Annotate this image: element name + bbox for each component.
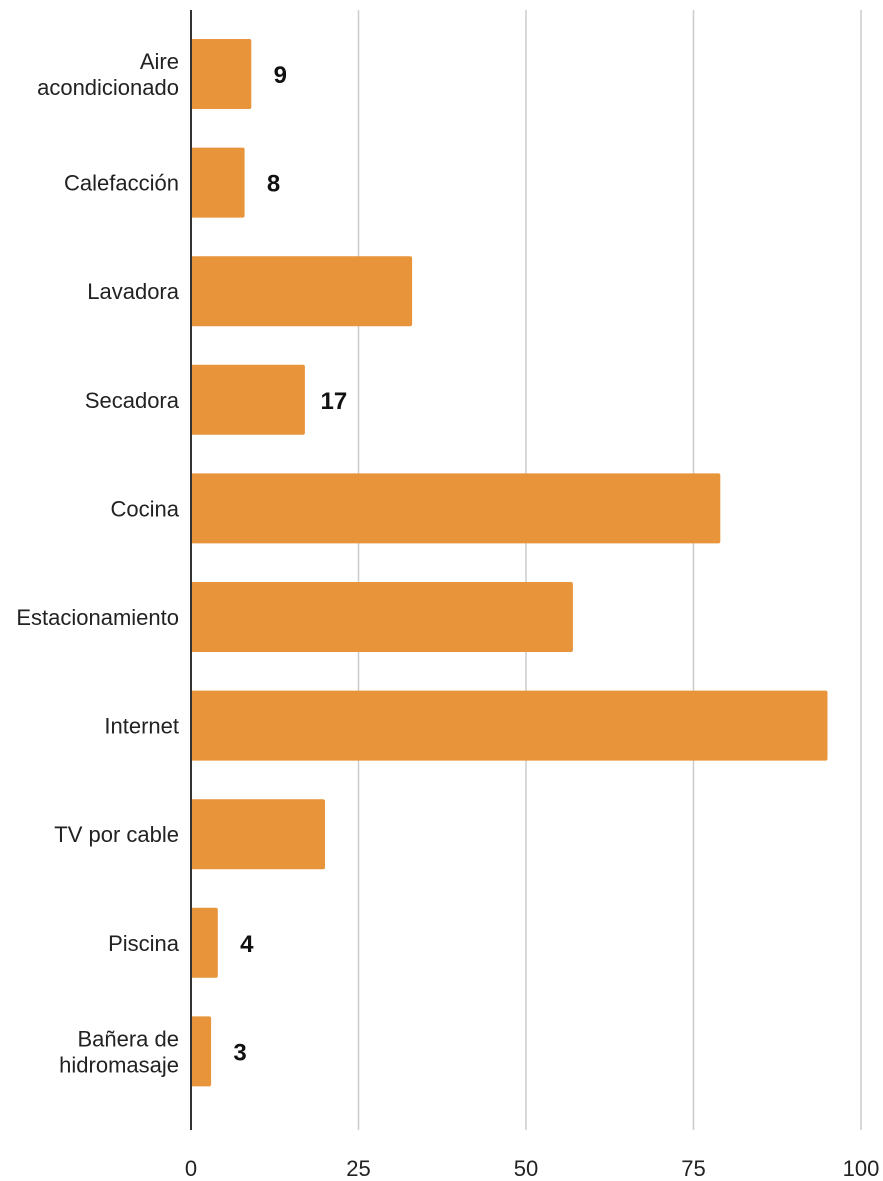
data-label: 9 <box>274 62 287 89</box>
data-label: 4 <box>240 931 254 958</box>
bar <box>191 582 573 652</box>
bar <box>191 147 245 218</box>
x-tick-label: 0 <box>185 1156 197 1181</box>
category-label: Piscina <box>108 931 180 956</box>
category-label: Secadora <box>85 388 180 413</box>
bar <box>191 907 218 978</box>
bars <box>191 39 828 1087</box>
category-label: Calefacción <box>64 171 179 196</box>
x-tick-label: 25 <box>346 1156 370 1181</box>
category-label: Bañera de hidromasaje <box>59 1026 179 1077</box>
data-label: 8 <box>267 171 280 198</box>
data-labels: 9 8 17 4 3 <box>233 62 347 1066</box>
bar <box>191 39 252 109</box>
category-label: Aire acondicionado <box>37 49 179 100</box>
data-label: 17 <box>321 388 348 415</box>
category-label: Cocina <box>111 496 180 521</box>
bar <box>191 364 305 435</box>
bar <box>191 1016 212 1087</box>
gridlines <box>357 10 862 1130</box>
bar <box>191 690 828 761</box>
tick-labels: 0 25 50 75 100 <box>185 1156 879 1181</box>
category-label: Lavadora <box>87 279 180 304</box>
x-tick-label: 50 <box>514 1156 538 1181</box>
bar <box>191 799 325 870</box>
x-tick-label: 75 <box>681 1156 705 1181</box>
data-label: 3 <box>233 1039 246 1066</box>
x-tick-label: 100 <box>843 1156 880 1181</box>
bar <box>191 256 413 327</box>
category-label: Internet <box>104 714 179 739</box>
category-labels: Aire acondicionado Calefacción Lavadora Seca… <box>16 49 179 1077</box>
category-label: TV por cable <box>54 822 179 847</box>
bar <box>191 473 721 544</box>
category-label: Estacionamiento <box>16 605 179 630</box>
